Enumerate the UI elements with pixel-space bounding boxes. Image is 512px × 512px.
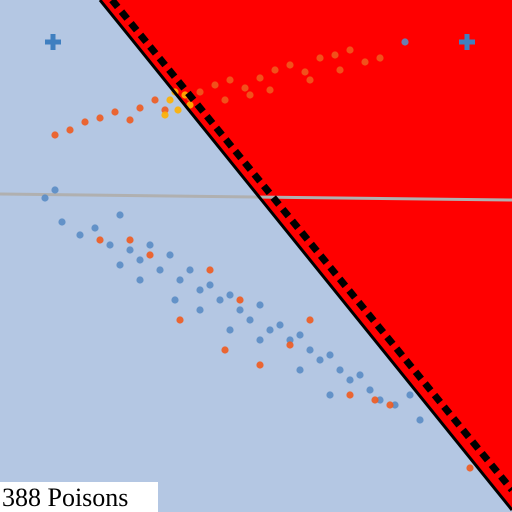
- point: [236, 306, 244, 314]
- point: [216, 296, 224, 304]
- point: [111, 108, 119, 116]
- point: [41, 194, 49, 202]
- point: [206, 266, 214, 274]
- point: [266, 326, 274, 334]
- point: [161, 111, 169, 119]
- point: [226, 291, 234, 299]
- point: [416, 416, 424, 424]
- point: [136, 256, 144, 264]
- point: [356, 371, 364, 379]
- point: [51, 186, 59, 194]
- point: [326, 391, 334, 399]
- point: [166, 96, 174, 104]
- clean-boundary: [0, 192, 512, 202]
- point: [226, 76, 234, 84]
- point: [151, 96, 159, 104]
- point: [376, 54, 384, 62]
- point: [401, 38, 409, 46]
- point: [306, 76, 314, 84]
- point: [96, 236, 104, 244]
- point: [336, 66, 344, 74]
- point: [196, 88, 204, 96]
- point: [336, 366, 344, 374]
- poisoned-boundary: [98, 0, 512, 511]
- point: [276, 321, 284, 329]
- point: [376, 396, 384, 404]
- point: [136, 104, 144, 112]
- point: [166, 251, 174, 259]
- point: [271, 66, 279, 74]
- point: [256, 74, 264, 82]
- point: [206, 281, 214, 289]
- point: [211, 81, 219, 89]
- point: [176, 316, 184, 324]
- points: [41, 34, 475, 472]
- point: [91, 224, 99, 232]
- point: [196, 286, 204, 294]
- plus-marker: [459, 34, 475, 50]
- point: [196, 306, 204, 314]
- point: [186, 266, 194, 274]
- point: [126, 236, 134, 244]
- point: [296, 331, 304, 339]
- point: [106, 241, 114, 249]
- point: [171, 296, 179, 304]
- point: [221, 96, 229, 104]
- point: [76, 231, 84, 239]
- point: [246, 316, 254, 324]
- point: [301, 68, 309, 76]
- point: [241, 84, 249, 92]
- point: [406, 391, 414, 399]
- point: [326, 351, 334, 359]
- point: [346, 391, 354, 399]
- point: [246, 91, 254, 99]
- point: [366, 386, 374, 394]
- point: [386, 401, 394, 409]
- point: [256, 301, 264, 309]
- point: [306, 316, 314, 324]
- point: [286, 61, 294, 69]
- point: [296, 366, 304, 374]
- point: [226, 326, 234, 334]
- point: [156, 266, 164, 274]
- plus-marker: [45, 34, 61, 50]
- point: [116, 211, 124, 219]
- point: [81, 118, 89, 126]
- point: [361, 58, 369, 66]
- point: [371, 396, 379, 404]
- target-boundary: [109, 0, 512, 493]
- point: [136, 276, 144, 284]
- point: [256, 336, 264, 344]
- point: [286, 336, 294, 344]
- point: [306, 346, 314, 354]
- point: [316, 54, 324, 62]
- point: [256, 361, 264, 369]
- poison-count: 388 Poisons: [2, 483, 128, 512]
- point: [331, 51, 339, 59]
- point: [66, 126, 74, 134]
- point: [126, 246, 134, 254]
- point: [174, 106, 182, 114]
- point: [58, 218, 66, 226]
- point: [466, 464, 474, 472]
- point: [51, 131, 59, 139]
- point: [266, 86, 274, 94]
- point: [146, 251, 154, 259]
- point: [146, 241, 154, 249]
- point: [346, 46, 354, 54]
- point: [236, 296, 244, 304]
- point: [126, 116, 134, 124]
- point: [316, 356, 324, 364]
- point: [346, 376, 354, 384]
- point: [161, 106, 169, 114]
- point: [286, 341, 294, 349]
- point: [391, 401, 399, 409]
- point: [221, 346, 229, 354]
- label-box: [0, 482, 158, 512]
- point: [116, 261, 124, 269]
- point: [176, 276, 184, 284]
- point: [96, 114, 104, 122]
